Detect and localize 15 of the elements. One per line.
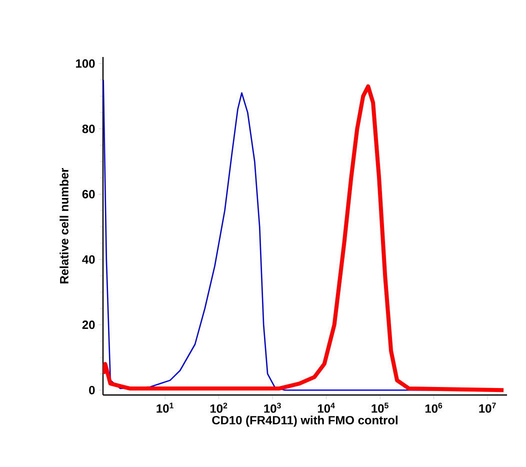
x-tick-label: 10$^{1}$ — [156, 402, 174, 413]
x-axis-title: CD10 (FR4D11) with FMO control — [212, 416, 398, 427]
y-tick-label: 60 — [82, 190, 95, 198]
x-tick-label: 10$^{7}$ — [479, 402, 496, 413]
x-tick-label: 10$^{3}$ — [264, 402, 281, 413]
x-tick-label: 10$^{5}$ — [372, 402, 388, 413]
x-tick-label: 10$^{6}$ — [425, 402, 442, 413]
x-tick-label: 10$^{2}$ — [210, 402, 228, 413]
y-tick-label: 20 — [82, 320, 95, 330]
x-tick-label: 10$^{4}$ — [318, 402, 335, 413]
y-axis-title: Relative cell number — [60, 168, 68, 284]
y-tick-label: 80 — [82, 124, 95, 134]
y-tick-label: 0 — [89, 386, 95, 394]
y-tick-label: 40 — [82, 255, 95, 264]
y-tick-label: 100 — [76, 59, 95, 68]
